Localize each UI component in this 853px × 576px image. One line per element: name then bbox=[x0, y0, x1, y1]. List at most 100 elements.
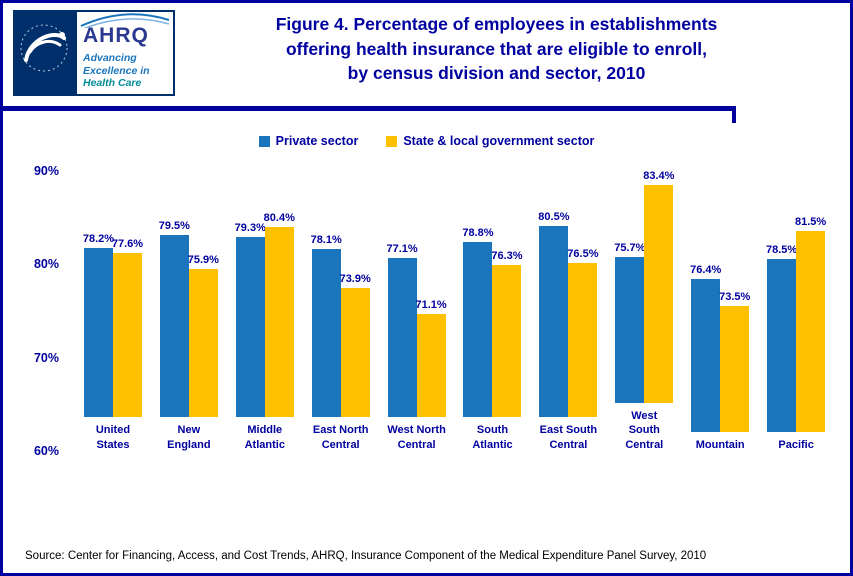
private-sector-bar: 79.3% bbox=[235, 222, 266, 418]
bar-value-label: 78.2% bbox=[82, 232, 115, 245]
government-sector-bar: 75.9% bbox=[188, 254, 219, 418]
bar-group: 76.4% 73.5% Mountain bbox=[682, 172, 758, 452]
private-sector-bar: 76.4% bbox=[690, 264, 721, 432]
logo-block: AHRQ Advancing Excellence in Health Care bbox=[13, 10, 175, 96]
ahrq-tagline-line2: Excellence in bbox=[83, 64, 150, 77]
chart-legend: Private sector State & local government s… bbox=[3, 134, 850, 148]
bar-value-label: 76.5% bbox=[567, 248, 599, 261]
hhs-eagle-icon bbox=[17, 14, 71, 93]
bar-group: 78.5% 81.5% Pacific bbox=[758, 172, 834, 452]
category-label: South Atlantic bbox=[472, 424, 513, 451]
private-sector-bar: 78.5% bbox=[766, 244, 797, 432]
y-axis-tick-label: 90% bbox=[33, 164, 59, 178]
government-sector-bar: 83.4% bbox=[643, 170, 674, 404]
legend-item: Private sector bbox=[258, 134, 358, 148]
bar-group: 80.5% 76.5% East South Central bbox=[530, 172, 606, 452]
government-sector-bar: 76.3% bbox=[491, 250, 523, 418]
bar-value-label: 83.4% bbox=[643, 169, 675, 182]
source-note: Source: Center for Financing, Access, an… bbox=[25, 550, 707, 562]
government-sector-bar: 73.5% bbox=[719, 291, 750, 432]
legend-swatch bbox=[258, 135, 270, 147]
category-label: East South Central bbox=[539, 424, 598, 451]
category-label: Pacific bbox=[778, 438, 814, 451]
legend-swatch bbox=[386, 135, 398, 147]
bar-value-label: 79.5% bbox=[158, 220, 190, 233]
category-label: Mountain bbox=[695, 438, 745, 451]
bar-group: 78.1% 73.9% East North Central bbox=[303, 172, 379, 452]
bar-pair: 78.2% 77.6% bbox=[83, 172, 143, 418]
bar-group: 75.7% 83.4% West South Central bbox=[606, 170, 682, 452]
bar-value-label: 77.1% bbox=[386, 242, 418, 255]
bar-pair: 79.5% 75.9% bbox=[159, 172, 219, 418]
bar-value-label: 76.3% bbox=[491, 250, 523, 263]
figure-title-line2: offering health insurance that are eligi… bbox=[285, 38, 708, 59]
bar-value-label: 80.5% bbox=[538, 211, 570, 224]
hhs-logo bbox=[13, 10, 75, 96]
bar-value-label: 75.9% bbox=[187, 254, 219, 267]
category-label: West South Central bbox=[625, 410, 664, 451]
bar-value-label: 75.7% bbox=[614, 241, 646, 254]
bar-value-label: 80.4% bbox=[263, 212, 295, 225]
bar-value-label: 78.1% bbox=[310, 233, 342, 246]
figure-title-line3: by census division and sector, 2010 bbox=[347, 63, 646, 83]
bar-pair: 77.1% 71.1% bbox=[386, 172, 447, 418]
private-sector-bar: 75.7% bbox=[614, 242, 645, 404]
bar-chart: 90% 80% 70% 60% 78.2% 77.6% United States 79.5… bbox=[17, 164, 836, 512]
bar-value-label: 78.5% bbox=[766, 244, 798, 257]
category-label: West North Central bbox=[387, 424, 446, 451]
government-sector-bar: 77.6% bbox=[112, 238, 143, 418]
bar-value-label: 78.8% bbox=[462, 226, 494, 239]
category-label: Middle Atlantic bbox=[244, 424, 285, 451]
private-sector-bar: 78.2% bbox=[83, 233, 114, 418]
government-sector-bar: 80.4% bbox=[264, 212, 295, 418]
bar-value-label: 77.6% bbox=[111, 238, 144, 251]
ahrq-logo: AHRQ Advancing Excellence in Health Care bbox=[75, 10, 175, 96]
ahrq-tagline: Advancing Excellence in Health Care bbox=[83, 52, 169, 90]
category-label: New England bbox=[167, 424, 211, 451]
bar-value-label: 71.1% bbox=[415, 298, 447, 311]
header-divider-end bbox=[732, 106, 736, 123]
legend-item: State & local government sector bbox=[386, 134, 594, 148]
category-label: East North Central bbox=[312, 424, 369, 451]
bar-group: 79.5% 75.9% New England bbox=[151, 172, 227, 452]
private-sector-bar: 77.1% bbox=[386, 243, 418, 418]
bar-value-label: 81.5% bbox=[795, 216, 827, 229]
bar-pair: 78.8% 76.3% bbox=[462, 172, 523, 418]
y-axis-tick-label: 60% bbox=[33, 444, 59, 458]
header: AHRQ Advancing Excellence in Health Care… bbox=[3, 3, 850, 106]
y-axis-tick-label: 70% bbox=[33, 350, 59, 365]
bar-value-label: 73.5% bbox=[719, 290, 751, 303]
figure-title-line1: Figure 4. Percentage of employees in est… bbox=[275, 14, 718, 34]
ahrq-tagline-line3: Health Care bbox=[83, 77, 142, 90]
bar-pair: 75.7% 83.4% bbox=[614, 170, 674, 404]
bar-value-label: 73.9% bbox=[339, 272, 371, 285]
bar-pair: 79.3% 80.4% bbox=[235, 172, 295, 418]
bar-value-label: 79.3% bbox=[234, 222, 266, 235]
figure-title: Figure 4. Percentage of employees in est… bbox=[188, 12, 805, 86]
bar-group: 78.2% 77.6% United States bbox=[75, 172, 151, 452]
y-axis: 90% 80% 70% 60% bbox=[17, 164, 65, 458]
government-sector-bar: 73.9% bbox=[340, 273, 371, 418]
bar-pair: 78.1% 73.9% bbox=[311, 172, 371, 418]
private-sector-bar: 78.1% bbox=[311, 234, 342, 418]
private-sector-bar: 80.5% bbox=[538, 211, 569, 418]
ahrq-tagline-line1: Advancing bbox=[83, 52, 137, 64]
private-sector-bar: 78.8% bbox=[462, 227, 494, 418]
legend-label: State & local government sector bbox=[403, 134, 595, 148]
plot-area: 78.2% 77.6% United States 79.5% 75.9% New Eng… bbox=[75, 170, 834, 452]
header-divider-line bbox=[3, 106, 736, 111]
bar-group: 79.3% 80.4% Middle Atlantic bbox=[227, 172, 303, 452]
bar-pair: 76.4% 73.5% bbox=[690, 172, 750, 432]
bar-group: 77.1% 71.1% West North Central bbox=[379, 172, 455, 452]
ahrq-logo-text: AHRQ bbox=[83, 24, 149, 47]
bar-value-label: 76.4% bbox=[690, 263, 722, 276]
private-sector-bar: 79.5% bbox=[159, 220, 190, 418]
bar-group: 78.8% 76.3% South Atlantic bbox=[455, 172, 531, 452]
y-axis-tick-label: 80% bbox=[33, 257, 59, 272]
government-sector-bar: 81.5% bbox=[795, 216, 826, 432]
category-label: United States bbox=[95, 424, 131, 451]
bar-pair: 80.5% 76.5% bbox=[538, 172, 599, 418]
government-sector-bar: 71.1% bbox=[415, 299, 447, 418]
bar-pair: 78.5% 81.5% bbox=[766, 172, 826, 432]
